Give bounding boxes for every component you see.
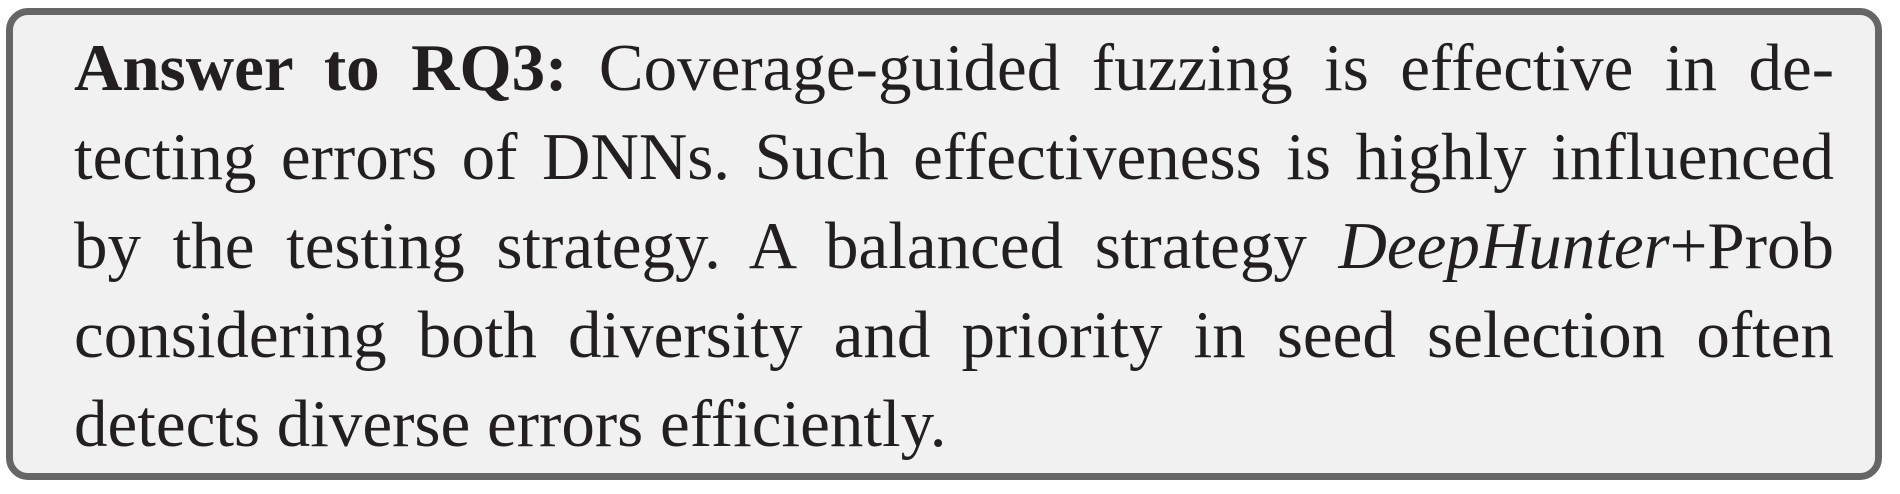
answer-tool-name: DeepHunter (1338, 209, 1670, 283)
answer-text: Answer to RQ3: Coverage-guided fuzzing i… (74, 24, 1834, 469)
answer-line-2: tecting errors of DNNs. Such effectivene… (74, 113, 1834, 202)
answer-line-1: Answer to RQ3: Coverage-guided fuzzing i… (74, 24, 1834, 113)
answer-label: Answer to RQ3: (74, 31, 568, 105)
answer-box (6, 8, 1882, 480)
answer-line-4: considering both diversity and priority … (74, 291, 1834, 380)
answer-text-line-1: Coverage-guided fuzzing is effective in … (598, 31, 1835, 105)
answer-text-line-2: tecting errors of DNNs. Such effectivene… (74, 120, 1834, 194)
answer-text-line-3b: +Prob (1669, 209, 1834, 283)
answer-text-line-5: detects diverse errors efficiently. (74, 387, 947, 461)
answer-text-line-4: considering both diversity and priority … (74, 298, 1834, 372)
answer-line-3: by the testing strategy. A balanced stra… (74, 202, 1834, 291)
answer-line-5: detects diverse errors efficiently. (74, 380, 1834, 469)
answer-text-line-3a: by the testing strategy. A balanced stra… (74, 209, 1339, 283)
